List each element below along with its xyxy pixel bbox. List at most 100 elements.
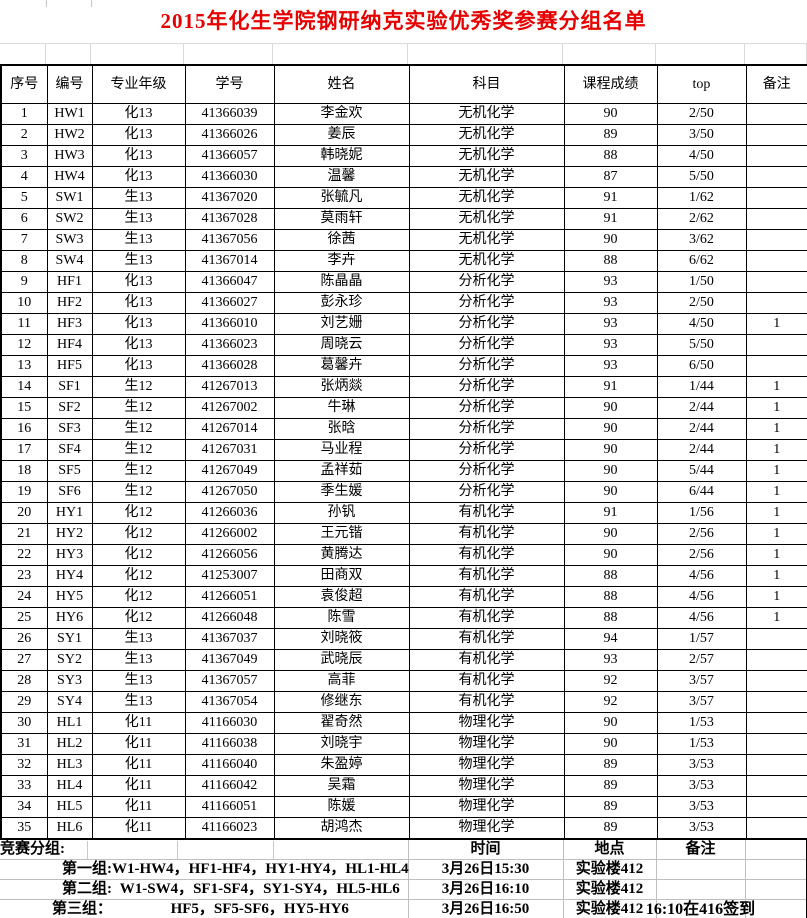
cell-subject: 分析化学: [408, 376, 565, 398]
cell-name: 武晓辰: [273, 649, 410, 671]
group-label: 第二组:: [0, 879, 112, 900]
cell-score: 94: [563, 628, 658, 650]
cell-grade: 化12: [91, 523, 186, 545]
cell-code: HF2: [46, 292, 93, 314]
cell-note: [745, 208, 807, 230]
cell-sid: 41266051: [184, 586, 275, 608]
cell-name: 温馨: [273, 166, 410, 188]
cell-grade: 化12: [91, 502, 186, 524]
cell-no: 7: [0, 229, 48, 251]
cell-top: 6/50: [656, 355, 747, 377]
cell-subject: 分析化学: [408, 355, 565, 377]
cell-top: 1/62: [656, 187, 747, 209]
cell-subject: 有机化学: [408, 670, 565, 692]
cell-top: 4/50: [656, 313, 747, 335]
cell-no: 34: [0, 796, 48, 818]
cell-note: 1: [745, 544, 807, 566]
cell-score: 92: [563, 670, 658, 692]
cell-grade: 生13: [91, 691, 186, 713]
cell-note: [745, 355, 807, 377]
table-row: 30 HL1 化11 41166030 翟奇然 物理化学 90 1/53: [0, 712, 807, 734]
cell-no: 16: [0, 418, 48, 440]
group-note-cell: 16:10在416签到: [646, 899, 755, 918]
col-header-sid: 学号: [184, 64, 275, 104]
cell-note: 1: [745, 481, 807, 503]
table-row: 33 HL4 化11 41166042 吴霜 物理化学 89 3/53: [0, 775, 807, 797]
table-row: 21 HY2 化12 41266002 王元锴 有机化学 90 2/56 1: [0, 523, 807, 545]
cell-subject: 分析化学: [408, 439, 565, 461]
group-members: W1-SW4，SF1-SF4，SY1-SY4，HL5-HL6: [112, 879, 408, 900]
cell-sid: 41366057: [184, 145, 275, 167]
cell-score: 90: [563, 733, 658, 755]
cell-name: 袁俊超: [273, 586, 410, 608]
cell-top: 3/53: [656, 817, 747, 840]
cell-name: 牛琳: [273, 397, 410, 419]
table-row: 6 SW2 生13 41367028 莫雨轩 无机化学 91 2/62: [0, 208, 807, 230]
cell-code: HY4: [46, 565, 93, 587]
cell-code: HY3: [46, 544, 93, 566]
groups-table: 竞赛分组: 时间 地点 备注 第一组: W1-HW4，HF1-HF4，HY1-H…: [0, 840, 807, 918]
cell-score: 89: [563, 796, 658, 818]
cell-note: 1: [745, 565, 807, 587]
cell-top: 1/50: [656, 271, 747, 293]
cell-note: [745, 124, 807, 146]
cell-score: 90: [563, 439, 658, 461]
cell-note: 1: [745, 523, 807, 545]
cell-grade: 化11: [91, 733, 186, 755]
cell-name: 刘晓筱: [273, 628, 410, 650]
cell-top: 2/57: [656, 649, 747, 671]
cell-no: 17: [0, 439, 48, 461]
cell-code: SY3: [46, 670, 93, 692]
cell-score: 90: [563, 523, 658, 545]
cell-subject: 分析化学: [408, 334, 565, 356]
cell-name: 陈媛: [273, 796, 410, 818]
col-header-code: 编号: [46, 64, 93, 104]
cell-subject: 无机化学: [408, 145, 565, 167]
cell-code: HF5: [46, 355, 93, 377]
cell-score: 90: [563, 712, 658, 734]
table-row: 14 SF1 生12 41267013 张炳燚 分析化学 91 1/44 1: [0, 376, 807, 398]
cell-note: [745, 292, 807, 314]
cell-top: 3/57: [656, 670, 747, 692]
empty-cell: [563, 44, 656, 64]
cell-code: HL1: [46, 712, 93, 734]
cell-name: 修继东: [273, 691, 410, 713]
col-header-time: 时间: [407, 840, 563, 860]
cell-note: 1: [745, 397, 807, 419]
cell-code: SF6: [46, 481, 93, 503]
cell-subject: 分析化学: [408, 271, 565, 293]
cell-no: 19: [0, 481, 48, 503]
cell-name: 姜辰: [273, 124, 410, 146]
gridline-tick: [46, 0, 47, 7]
cell-sid: 41367037: [184, 628, 275, 650]
cell-top: 1/53: [656, 733, 747, 755]
table-row: 22 HY3 化12 41266056 黄腾达 有机化学 90 2/56 1: [0, 544, 807, 566]
cell-subject: 有机化学: [408, 544, 565, 566]
cell-no: 5: [0, 187, 48, 209]
group-row: 第三组： HF5，SF5-SF6，HY5-HY6 3月26日16:50 实验楼4…: [0, 899, 807, 918]
cell-top: 2/56: [656, 544, 747, 566]
table-row: 27 SY2 生13 41367049 武晓辰 有机化学 93 2/57: [0, 649, 807, 671]
cell-note: [745, 754, 807, 776]
group-time: 3月26日15:30: [407, 859, 563, 880]
cell-name: 胡鸿杰: [273, 817, 410, 840]
cell-subject: 分析化学: [408, 292, 565, 314]
cell-subject: 无机化学: [408, 187, 565, 209]
cell-top: 5/50: [656, 334, 747, 356]
cell-grade: 化13: [91, 313, 186, 335]
cell-no: 13: [0, 355, 48, 377]
empty-cell: [744, 859, 807, 880]
cell-grade: 生13: [91, 208, 186, 230]
col-header-place: 地点: [562, 840, 656, 860]
cell-name: 马业程: [273, 439, 410, 461]
cell-no: 28: [0, 670, 48, 692]
table-row: 29 SY4 生13 41367054 修继东 有机化学 92 3/57: [0, 691, 807, 713]
cell-subject: 分析化学: [408, 313, 565, 335]
cell-name: 葛馨卉: [273, 355, 410, 377]
cell-grade: 生13: [91, 628, 186, 650]
table-row: 3 HW3 化13 41366057 韩晓妮 无机化学 88 4/50: [0, 145, 807, 167]
cell-top: 5/44: [656, 460, 747, 482]
groups-body: 第一组: W1-HW4，HF1-HF4，HY1-HY4，HL1-HL4 3月26…: [0, 859, 807, 918]
cell-subject: 无机化学: [408, 208, 565, 230]
